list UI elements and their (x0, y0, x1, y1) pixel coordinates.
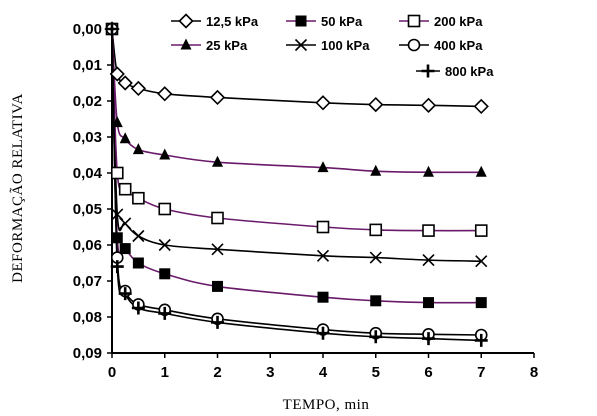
y-tick-label: 0,00 (73, 21, 102, 38)
data-point-100-kpa (211, 243, 224, 256)
x-tick-label: 2 (213, 364, 221, 381)
data-point-800-kpa (158, 306, 172, 320)
markers-layer (104, 21, 489, 347)
data-point-200-kpa (211, 211, 224, 225)
data-point-800-kpa (422, 332, 435, 346)
data-point-50-kpa (423, 297, 434, 309)
data-point-25-kpa (475, 165, 487, 177)
legend-label-100-kpa: 100 kPa (321, 38, 370, 53)
data-point-800-kpa (369, 330, 383, 344)
legend-label-25-kpa: 25 kPa (206, 38, 248, 53)
legend-label-50-kpa: 50 kPa (321, 14, 363, 29)
data-point-200-kpa (118, 182, 132, 196)
data-point-100-kpa (132, 229, 145, 243)
data-point-800-kpa (474, 333, 488, 347)
x-tick-label: 4 (319, 364, 328, 381)
data-point-12-5-kpa (473, 98, 489, 115)
series-line-25-kpa (111, 28, 482, 174)
data-point-12-5-kpa (109, 66, 125, 82)
data-point-100-kpa (158, 238, 171, 252)
y-axis-title: DEFORMAÇÃO RELATIVA (10, 93, 26, 283)
data-point-800-kpa (316, 326, 330, 340)
y-tick-label: 0,05 (73, 201, 102, 218)
legend: 12,5 kPa 25 kPa 50 kPa 100 kPa 200 kPa 400 kP… (171, 13, 494, 79)
x-tick-label: 3 (266, 364, 274, 381)
x-tick-label: 5 (372, 364, 380, 381)
data-point-25-kpa (119, 132, 131, 144)
x-tick-label: 0 (108, 364, 116, 381)
data-point-200-kpa (316, 220, 330, 234)
legend-label-12-5-kpa: 12,5 kPa (206, 14, 259, 29)
data-point-200-kpa (132, 191, 145, 205)
data-point-12-5-kpa (420, 97, 437, 113)
data-point-25-kpa (212, 155, 223, 167)
data-point-100-kpa (119, 217, 132, 230)
data-point-50-kpa (111, 232, 123, 244)
data-point-50-kpa (317, 291, 329, 303)
y-tick-label: 0,08 (73, 309, 102, 326)
data-point-12-5-kpa (209, 89, 226, 106)
legend-marker-25-kpa (180, 38, 192, 50)
legend-marker-200-kpa (407, 14, 421, 28)
legend-marker-800-kpa (421, 64, 435, 78)
y-tick-label: 0,06 (73, 237, 102, 254)
data-point-100-kpa (369, 251, 382, 264)
legend-marker-50-kpa (295, 15, 307, 27)
data-point-200-kpa (474, 224, 488, 237)
legend-label-200-kpa: 200 kPa (434, 14, 483, 29)
data-point-25-kpa (370, 164, 382, 176)
legend-label-800-kpa: 800 kPa (445, 64, 494, 79)
data-point-12-5-kpa (157, 86, 173, 102)
data-point-200-kpa (422, 224, 435, 237)
axes-layer (107, 28, 535, 358)
data-point-50-kpa (212, 280, 223, 292)
data-point-25-kpa (111, 116, 123, 128)
legend-marker-12-5-kpa (178, 13, 194, 29)
data-point-25-kpa (132, 143, 144, 155)
data-point-800-kpa (118, 287, 132, 301)
data-point-100-kpa (475, 255, 488, 268)
data-point-800-kpa (211, 315, 224, 329)
series-line-200-kpa (111, 28, 482, 232)
x-tick-label: 7 (477, 364, 485, 381)
data-point-100-kpa (316, 249, 330, 262)
data-point-200-kpa (110, 166, 124, 180)
data-point-50-kpa (119, 243, 131, 255)
x-tick-label: 8 (530, 364, 538, 381)
y-tick-label: 0,02 (73, 93, 102, 110)
data-point-800-kpa (131, 301, 145, 315)
legend-label-400-kpa: 400 kPa (434, 38, 483, 53)
data-point-12-5-kpa (117, 75, 133, 91)
series-line-400-kpa (111, 28, 482, 336)
data-point-12-5-kpa (130, 80, 147, 97)
data-point-50-kpa (132, 257, 144, 269)
data-point-100-kpa (422, 254, 435, 267)
data-point-50-kpa (159, 268, 171, 280)
x-tick-label: 6 (424, 364, 432, 381)
legend-marker-400-kpa (407, 38, 421, 52)
y-tick-label: 0,09 (73, 345, 102, 362)
data-point-50-kpa (475, 297, 487, 309)
y-tick-label: 0,04 (73, 165, 103, 182)
data-point-50-kpa (370, 295, 382, 307)
data-point-12-5-kpa (368, 96, 384, 113)
tick-labels-layer: 0 1 2 3 4 5 6 7 8 0,00 0,01 0,02 0,03 0,04 0,05 0,06 0,0… (73, 21, 538, 381)
data-point-800-kpa (110, 260, 124, 274)
data-point-25-kpa (423, 165, 434, 177)
series-line-800-kpa (111, 28, 482, 342)
data-point-800-kpa (105, 22, 119, 36)
data-point-12-5-kpa (315, 95, 331, 111)
x-axis-title: TEMPO, min (283, 397, 370, 413)
legend-marker-100-kpa (294, 38, 308, 52)
y-tick-label: 0,07 (73, 273, 102, 290)
curves-layer (111, 28, 482, 342)
x-tick-label: 1 (161, 364, 169, 381)
data-point-25-kpa (159, 148, 171, 160)
y-tick-label: 0,03 (73, 129, 102, 146)
data-point-25-kpa (317, 161, 329, 173)
data-point-200-kpa (158, 202, 172, 216)
y-tick-label: 0,01 (73, 57, 102, 74)
data-point-200-kpa (369, 223, 383, 237)
